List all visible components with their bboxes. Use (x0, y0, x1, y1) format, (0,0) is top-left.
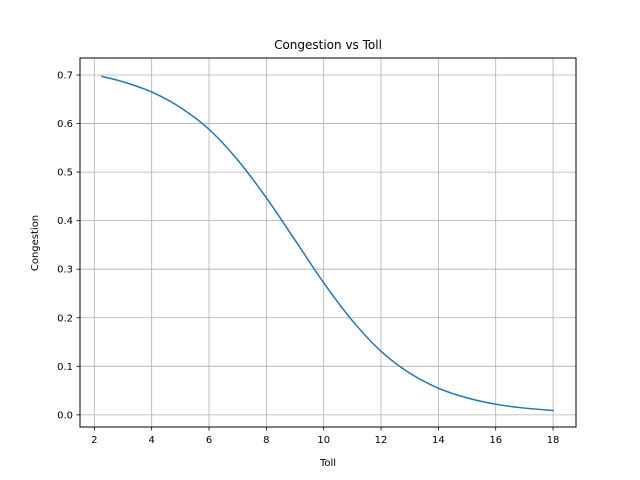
y-axis-label: Congestion (30, 215, 41, 271)
y-tick-label: 0.4 (57, 216, 73, 227)
y-axis-ticks: 0.0 0.1 0.2 0.3 0.4 0.5 0.6 0.7 (57, 70, 80, 421)
data-point (122, 81, 123, 82)
grid-lines (80, 58, 576, 427)
data-point (409, 373, 410, 374)
data-point (151, 91, 152, 92)
data-point (552, 410, 553, 411)
data-point (266, 197, 267, 198)
x-tick-label: 18 (547, 435, 560, 446)
x-tick-label: 8 (263, 435, 269, 446)
data-point (180, 107, 181, 108)
data-point (438, 388, 439, 389)
y-tick-label: 0.1 (57, 362, 73, 373)
y-tick-label: 0.7 (57, 70, 73, 81)
y-tick-label: 0.5 (57, 168, 73, 179)
data-point (323, 282, 324, 283)
series-line (101, 75, 554, 412)
x-tick-label: 6 (206, 435, 212, 446)
data-point (294, 239, 295, 240)
data-point (524, 407, 525, 408)
data-point (466, 397, 467, 398)
series-layer (101, 75, 554, 412)
x-axis-label: Toll (319, 458, 336, 469)
x-tick-label: 4 (148, 435, 154, 446)
chart-title: Congestion vs Toll (274, 38, 382, 52)
data-point (380, 351, 381, 352)
y-tick-label: 0.2 (57, 313, 73, 324)
y-tick-label: 0.0 (57, 410, 73, 421)
x-tick-label: 2 (91, 435, 97, 446)
x-tick-label: 16 (489, 435, 502, 446)
y-tick-label: 0.6 (57, 119, 73, 130)
data-point (495, 404, 496, 405)
x-tick-label: 14 (432, 435, 445, 446)
x-tick-label: 10 (317, 435, 330, 446)
data-point (352, 320, 353, 321)
x-axis-ticks: 2 4 6 8 10 12 14 16 18 (91, 427, 559, 446)
data-point (237, 159, 238, 160)
data-point (101, 76, 102, 77)
y-tick-label: 0.3 (57, 265, 73, 276)
plot-frame (79, 57, 577, 428)
x-tick-label: 12 (375, 435, 388, 446)
data-point (208, 129, 209, 130)
